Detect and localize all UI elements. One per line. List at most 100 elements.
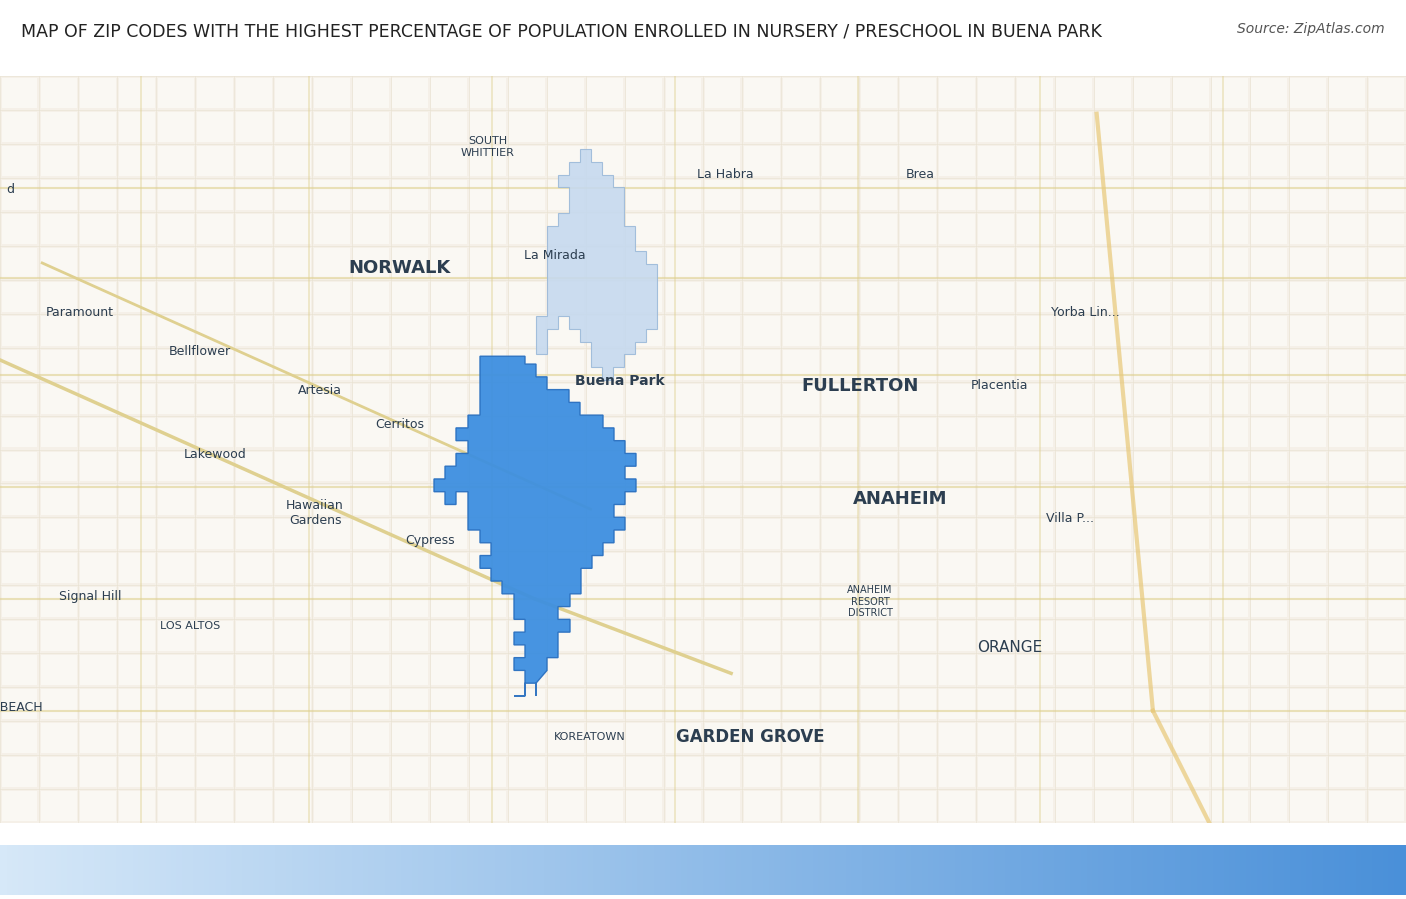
Bar	[1095, 587, 1130, 617]
Bar	[509, 316, 546, 346]
Bar	[1, 316, 38, 346]
Bar	[1330, 689, 1365, 719]
Bar	[1135, 757, 1170, 787]
Bar	[860, 316, 897, 346]
Bar	[783, 384, 818, 414]
Bar	[470, 791, 506, 821]
Bar	[1056, 757, 1092, 787]
Bar	[704, 689, 741, 719]
Text: FULLERTON: FULLERTON	[801, 377, 918, 395]
Bar	[276, 78, 311, 108]
Bar	[979, 350, 1014, 379]
Bar	[118, 282, 155, 312]
Bar	[1095, 621, 1130, 651]
Bar	[1, 350, 38, 379]
Bar	[1017, 621, 1053, 651]
Bar	[665, 791, 702, 821]
Bar	[744, 587, 779, 617]
Bar	[118, 791, 155, 821]
Bar	[1251, 384, 1288, 414]
Bar	[627, 418, 662, 448]
Bar	[939, 282, 974, 312]
Bar	[979, 316, 1014, 346]
Bar	[979, 248, 1014, 278]
Bar	[1, 147, 38, 176]
Bar	[548, 147, 585, 176]
Bar	[1330, 316, 1365, 346]
Bar	[276, 723, 311, 752]
Polygon shape	[434, 356, 636, 696]
Bar	[1135, 689, 1170, 719]
Bar	[860, 621, 897, 651]
Bar	[821, 112, 858, 142]
Bar	[783, 485, 818, 515]
Bar	[1095, 553, 1130, 583]
Bar	[276, 689, 311, 719]
Bar	[627, 384, 662, 414]
Bar	[1368, 316, 1405, 346]
Bar	[900, 621, 936, 651]
Bar	[1, 418, 38, 448]
Bar	[783, 350, 818, 379]
Bar	[197, 214, 233, 244]
Bar	[432, 112, 467, 142]
Bar	[80, 520, 115, 549]
Bar	[157, 214, 194, 244]
Bar	[1017, 350, 1053, 379]
Bar	[821, 78, 858, 108]
Bar	[1135, 112, 1170, 142]
Bar	[821, 757, 858, 787]
Bar	[665, 485, 702, 515]
Bar	[1173, 112, 1209, 142]
Bar	[900, 282, 936, 312]
Bar	[627, 757, 662, 787]
Bar	[353, 485, 389, 515]
Bar	[627, 112, 662, 142]
Text: Paramount: Paramount	[46, 306, 114, 318]
Bar	[236, 112, 271, 142]
Bar	[821, 485, 858, 515]
Bar	[197, 282, 233, 312]
Bar	[704, 791, 741, 821]
Bar	[1291, 214, 1326, 244]
Text: MAP OF ZIP CODES WITH THE HIGHEST PERCENTAGE OF POPULATION ENROLLED IN NURSERY /: MAP OF ZIP CODES WITH THE HIGHEST PERCEN…	[21, 22, 1102, 40]
Bar	[900, 180, 936, 210]
Bar	[744, 180, 779, 210]
Bar	[900, 316, 936, 346]
Bar	[665, 587, 702, 617]
Bar	[860, 723, 897, 752]
Bar	[157, 757, 194, 787]
Bar	[860, 147, 897, 176]
Bar	[157, 451, 194, 481]
Bar	[197, 451, 233, 481]
Bar	[118, 587, 155, 617]
Bar	[1251, 248, 1288, 278]
Bar	[860, 520, 897, 549]
Bar	[314, 147, 350, 176]
Bar	[1, 791, 38, 821]
Bar	[588, 214, 623, 244]
Bar	[783, 587, 818, 617]
Bar	[979, 723, 1014, 752]
Bar	[744, 485, 779, 515]
Bar	[1368, 112, 1405, 142]
Bar	[392, 757, 427, 787]
Bar	[821, 384, 858, 414]
Bar	[509, 451, 546, 481]
Bar	[1095, 655, 1130, 685]
Bar	[432, 791, 467, 821]
Bar	[860, 689, 897, 719]
Bar	[197, 757, 233, 787]
Bar	[353, 78, 389, 108]
Bar	[157, 147, 194, 176]
Bar	[588, 248, 623, 278]
Bar	[900, 485, 936, 515]
Bar	[548, 180, 585, 210]
Bar	[548, 689, 585, 719]
Bar	[1251, 418, 1288, 448]
Bar	[470, 587, 506, 617]
Bar	[314, 180, 350, 210]
Bar	[80, 180, 115, 210]
Bar	[353, 520, 389, 549]
Bar	[627, 248, 662, 278]
